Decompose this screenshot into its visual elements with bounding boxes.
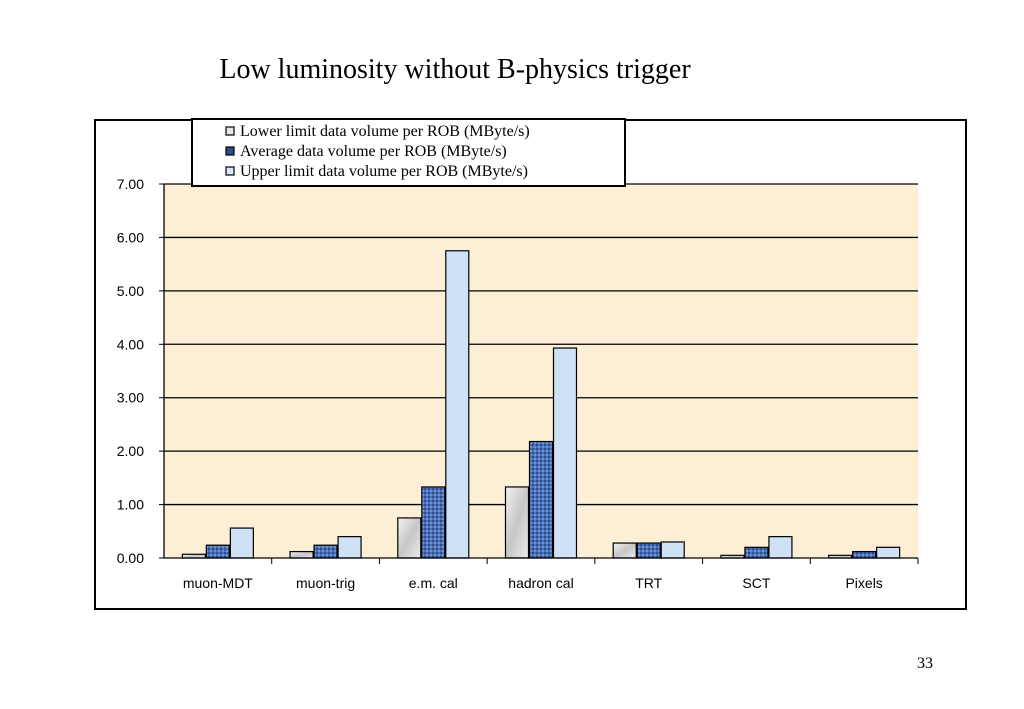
y-tick-label: 2.00: [117, 443, 144, 459]
legend-swatch-lower-limit: [225, 126, 235, 136]
y-tick-label: 5.00: [117, 283, 144, 299]
axes: 0.00 1.00 2.00 3.00 4.00 5.00 6.00 7.00 muon-MDT…: [117, 176, 919, 591]
legend-label: Lower limit data volume per ROB (MByte/s…: [240, 123, 530, 140]
bar-upper-limit: [660, 541, 685, 559]
bar-upper-limit: [552, 347, 578, 559]
y-tick-label: 7.00: [117, 176, 144, 192]
y-tick-label: 3.00: [117, 390, 144, 406]
slide-title: Low luminosity without B-physics trigger: [219, 54, 691, 85]
bar-upper-limit: [445, 250, 470, 559]
y-tick-label: 1.00: [117, 497, 144, 513]
bar-upper-limit: [876, 546, 901, 559]
y-tick-label: 0.00: [117, 550, 144, 566]
bar-average: [528, 440, 554, 559]
bar-average: [421, 486, 446, 559]
x-tick-label: muon-MDT: [183, 575, 253, 591]
bar-average: [313, 544, 338, 559]
legend-box: [191, 118, 626, 187]
bars: [181, 250, 901, 559]
legend-swatch-average: [225, 146, 235, 156]
bar-average: [852, 550, 877, 559]
page-number: 33: [917, 655, 933, 672]
y-tick-label: 4.00: [117, 336, 144, 352]
bar-lower-limit: [397, 517, 422, 559]
bar-lower-limit: [612, 542, 637, 559]
x-tick-label: muon-trig: [296, 575, 355, 591]
legend-label: Upper limit data volume per ROB (MByte/s…: [240, 163, 528, 180]
y-tick-label: 6.00: [117, 229, 144, 245]
x-tick-label: hadron cal: [508, 575, 573, 591]
bar-average: [205, 544, 230, 559]
legend-label: Average data volume per ROB (MByte/s): [240, 143, 507, 160]
x-tick-label: SCT: [742, 575, 770, 591]
x-tick-label: TRT: [635, 575, 662, 591]
bar-average: [744, 546, 769, 559]
bar-upper-limit: [229, 527, 254, 559]
bar-average: [636, 542, 661, 559]
bar-upper-limit: [337, 536, 362, 559]
x-tick-label: Pixels: [845, 575, 882, 591]
bar-upper-limit: [768, 536, 793, 559]
bar-lower-limit: [504, 486, 530, 559]
bar-lower-limit: [289, 550, 314, 559]
x-tick-label: e.m. cal: [409, 575, 458, 591]
legend-swatch-upper-limit: [225, 166, 235, 176]
legend: Lower limit data volume per ROB (MByte/s…: [191, 118, 626, 187]
